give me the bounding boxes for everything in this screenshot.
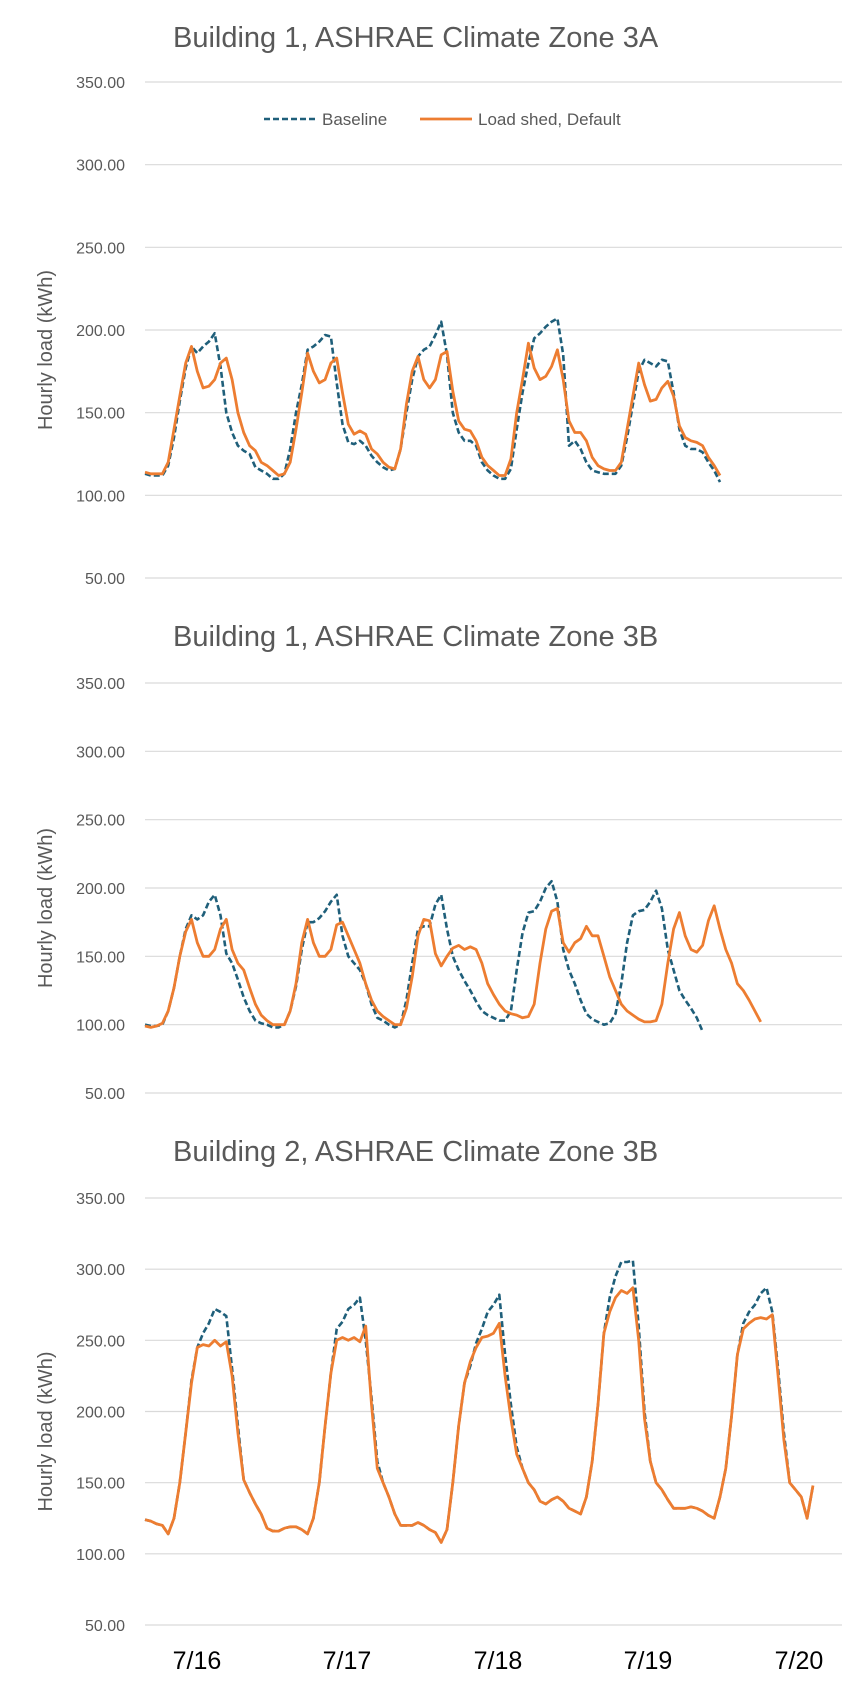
legend-loadshed-label: Load shed, Default: [478, 110, 621, 129]
chart-title: Building 1, ASHRAE Climate Zone 3A: [173, 22, 659, 54]
y-tick-label: 50.00: [85, 1086, 125, 1103]
baseline-series-line: [144, 317, 722, 483]
y-tick-label: 350.00: [76, 1191, 125, 1208]
chart-panel-3: Building 2, ASHRAE Climate Zone 3B 50.00 1…: [35, 1136, 842, 1635]
y-tick-label: 100.00: [76, 1018, 125, 1035]
y-tick-label: 150.00: [76, 949, 125, 966]
y-axis-label: Hourly load (kWh): [35, 828, 57, 988]
y-tick-label: 100.00: [76, 488, 125, 505]
y-tick-label: 300.00: [76, 744, 125, 761]
load-shed-series-line: [144, 1286, 815, 1544]
chart-panel-2: Building 1, ASHRAE Climate Zone 3B 50.00 1…: [35, 621, 842, 1103]
x-tick-label: 7/20: [775, 1647, 824, 1675]
x-tick-label: 7/18: [474, 1647, 523, 1675]
y-tick-label: 150.00: [76, 1476, 125, 1493]
baseline-series-line: [144, 879, 704, 1033]
y-axis-label: Hourly load (kWh): [35, 270, 57, 430]
y-tick-label: 200.00: [76, 1405, 125, 1422]
load-shed-series-line: [144, 341, 722, 477]
chart-title: Building 2, ASHRAE Climate Zone 3B: [173, 1136, 658, 1168]
y-tick-label: 250.00: [76, 813, 125, 830]
y-tick-label: 200.00: [76, 881, 125, 898]
y-tick-label: 150.00: [76, 406, 125, 423]
baseline-series-line: [144, 1259, 815, 1544]
y-tick-label: 50.00: [85, 1618, 125, 1635]
load-shed-series-line: [144, 904, 762, 1029]
y-tick-label: 50.00: [85, 571, 125, 588]
y-tick-label: 250.00: [76, 240, 125, 257]
y-tick-label: 350.00: [76, 75, 125, 92]
y-tick-label: 200.00: [76, 323, 125, 340]
chart-panel-1: Building 1, ASHRAE Climate Zone 3A 50.00 1…: [35, 22, 842, 588]
x-tick-label: 7/19: [624, 1647, 673, 1675]
legend-baseline-label: Baseline: [322, 110, 387, 129]
x-tick-label: 7/16: [173, 1647, 222, 1675]
x-tick-label: 7/17: [323, 1647, 372, 1675]
y-tick-label: 100.00: [76, 1547, 125, 1564]
y-tick-label: 250.00: [76, 1333, 125, 1350]
chart-title: Building 1, ASHRAE Climate Zone 3B: [173, 621, 658, 653]
y-tick-label: 350.00: [76, 676, 125, 693]
y-axis-label: Hourly load (kWh): [35, 1351, 57, 1511]
y-tick-label: 300.00: [76, 158, 125, 175]
y-tick-label: 300.00: [76, 1262, 125, 1279]
